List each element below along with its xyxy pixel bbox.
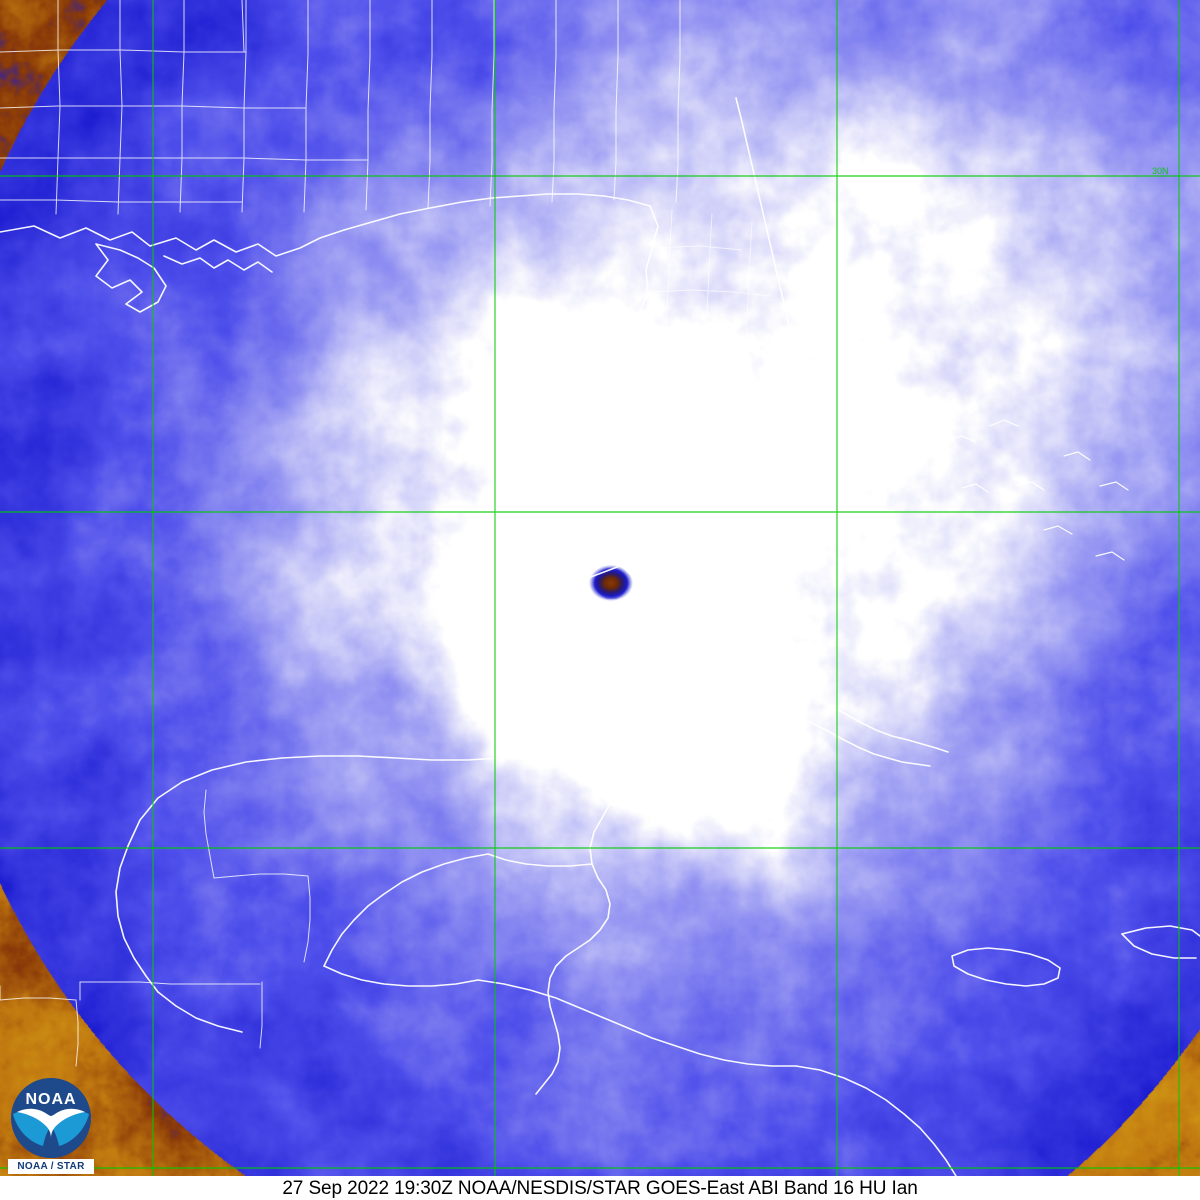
logo-caption-band: NOAA / STAR bbox=[8, 1159, 94, 1174]
logo-circle: NOAA bbox=[11, 1078, 91, 1158]
noaa-seagull-icon bbox=[11, 1078, 91, 1158]
noaa-star-logo: NOAA NOAA / STAR bbox=[8, 1078, 94, 1174]
product-caption: 27 Sep 2022 19:30Z NOAA/NESDIS/STAR GOES… bbox=[282, 1177, 918, 1199]
logo-noaa-text: NOAA bbox=[25, 1091, 77, 1108]
caption-bar: 27 Sep 2022 19:30Z NOAA/NESDIS/STAR GOES… bbox=[0, 1176, 1200, 1200]
gridline-label-30n: 30N bbox=[1152, 166, 1169, 176]
logo-sub-text: NOAA / STAR bbox=[17, 1161, 85, 1172]
